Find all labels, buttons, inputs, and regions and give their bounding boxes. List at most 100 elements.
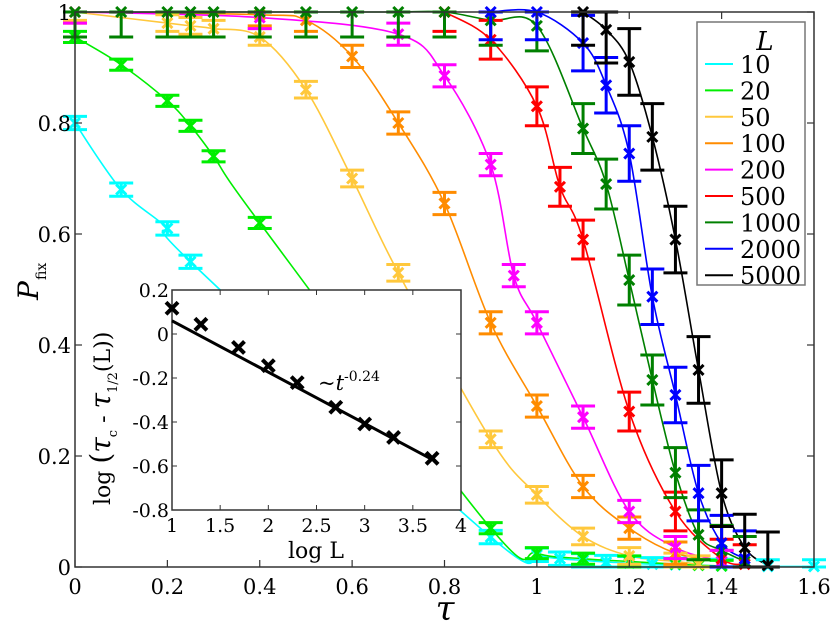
data-point-L10 [547,550,572,567]
legend-label: 50 [740,104,771,132]
marker-x [346,50,359,63]
marker-x [184,255,197,268]
data-point-L50 [478,429,503,450]
legend-label: 5000 [740,262,801,290]
marker-x [530,100,543,113]
marker-x [484,433,497,446]
marker-x [530,316,543,329]
main-axes: 0 0.2 0.4 0.6 0.8 1 1.2 1.4 1.6 0 0.2 0.4 0.6 0.8 1 [38,1,831,599]
marker-x [623,147,636,160]
marker-x [577,233,590,246]
data-point-L2000 [663,365,688,425]
marker-x [669,388,682,402]
data-point-L100 [386,110,411,136]
x-tick-label: 1.4 [705,575,738,599]
curve-L50 [75,11,699,566]
marker-x [161,222,174,235]
data-point-L5000 [755,530,780,572]
inset-marker-x [386,429,401,445]
marker-x [392,116,405,130]
inset-ylabel-tau-half: τ [84,392,117,408]
legend-item-L1000: 1000 [705,209,801,237]
inset-chart: 1 1.5 2 2.5 3 3.5 4 -0.8 -0.6 -0.4 -0.2 0 0.2 ~t-0.2… [84,280,467,564]
data-point-L200 [617,498,642,525]
data-point-L100 [524,393,549,419]
marker-x [623,274,636,287]
inset-x-tick-label: 1 [166,515,178,537]
marker-x [438,197,451,210]
inset-marker-x [289,375,305,391]
marker-x [207,150,220,163]
data-point-L200 [501,263,526,289]
data-point-L20 [478,521,503,536]
data-point-L100 [571,473,596,500]
legend-item-L20: 20 [705,77,771,105]
inset-ylabel-tau-c: τ [84,437,117,453]
marker-x [530,547,543,560]
marker-x [669,466,682,479]
legend-item-L200: 200 [705,157,786,185]
x-tick-label: 0.2 [151,575,184,599]
marker-x [669,541,682,554]
legend-item-L100: 100 [705,130,786,158]
marker-x [600,23,613,36]
marker-x [623,505,636,518]
marker-x [715,487,728,500]
marker-x [577,552,590,565]
marker-x [115,58,128,71]
marker-x [530,488,543,501]
legend-label: 10 [740,51,771,79]
marker-x [299,83,312,96]
data-point-L50 [524,485,549,505]
marker-x [692,528,705,541]
data-point-L500 [571,218,596,261]
inset-ylabel-L: (L)) [91,332,116,372]
inset-ylabel-minus: - [91,408,116,429]
y-tick-label: 0.4 [38,334,71,358]
inset-x-tick-label: 4 [455,515,467,537]
data-point-L20 [201,149,226,164]
inset-annotation-exponent: -0.24 [344,369,380,385]
data-point-L2000 [594,56,619,115]
marker-x [646,373,659,387]
data-point-L10 [178,253,203,270]
data-point-L5000 [686,335,711,405]
legend-item-L2000: 2000 [705,236,801,264]
marker-x [507,269,520,282]
marker-x [553,552,567,565]
inset-frame [171,289,462,511]
data-point-L200 [663,534,688,561]
data-point-L2000 [686,463,711,523]
legend-item-L5000: 5000 [705,262,801,290]
marker-x [646,130,659,143]
marker-x [253,216,266,229]
y-axis-label-sub: fix [34,263,50,280]
x-axis-label: τ [436,589,456,628]
data-point-L20 [571,551,596,566]
data-point-L1000 [617,253,642,307]
data-point-L1000 [594,157,619,211]
marker-x [600,177,613,191]
data-point-L500 [547,165,572,208]
marker-x [484,316,497,329]
data-point-L50 [386,263,411,283]
data-point-L10 [155,220,180,237]
legend-label: 1000 [740,209,801,237]
marker-x [577,530,590,543]
inset-marker-x [328,399,344,415]
marker-x [623,55,636,69]
y-tick-label: 0.6 [38,223,71,247]
data-point-L100 [478,310,503,336]
marker-x [669,505,682,518]
data-point-L500 [524,85,549,128]
legend-title: L [755,27,773,57]
inset-y-axis-label: log (τc - τ1/2(L)) [84,332,121,505]
data-point-L5000 [732,512,757,569]
data-point-L20 [109,57,134,72]
marker-x [530,399,543,413]
inset-x-axis-label: log L [288,539,344,564]
marker-x [646,290,659,303]
y-tick-label: 0 [58,556,71,580]
data-point-L50 [340,168,365,189]
data-point-L1000 [663,446,688,500]
